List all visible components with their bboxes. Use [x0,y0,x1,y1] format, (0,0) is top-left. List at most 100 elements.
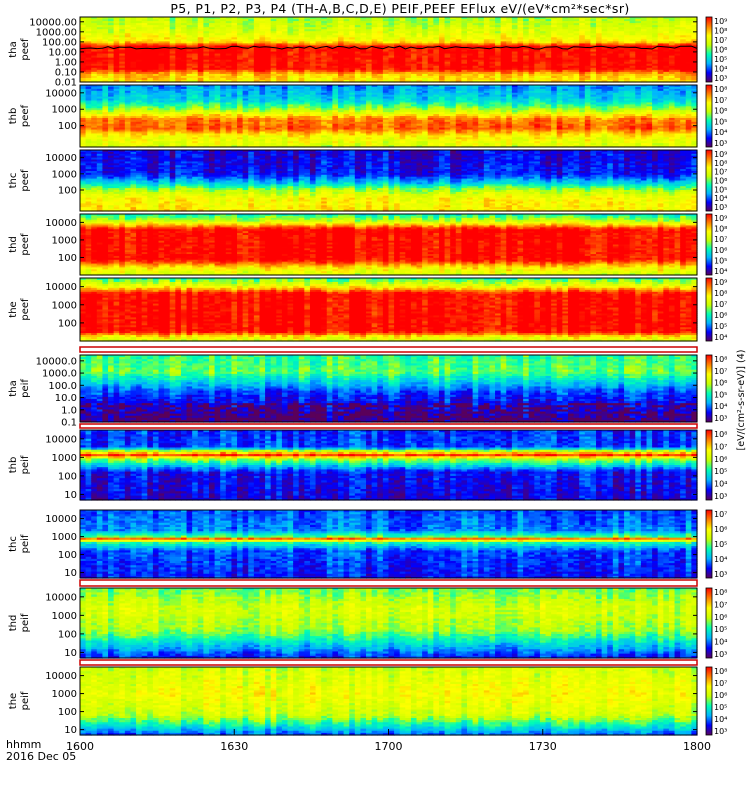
y-tick-label: 1000 [52,453,77,464]
colorbar-tick-label: 10³ [714,414,727,423]
colorbar-tick-label: 10⁴ [714,402,727,411]
colorbar-tick-label: 10³ [714,139,727,148]
spectrogram-panel-1: 10000.001000.00100.0010.001.000.100.01th… [8,17,727,89]
y-tick-label: 10000 [45,514,77,525]
colorbar-tick-label: 10⁶ [714,107,727,116]
colorbar-tick-label: 10⁴ [714,333,727,342]
colorbar-tick-label: 10⁸ [714,159,727,168]
probe-label: the [8,693,19,709]
y-tick-label: 100 [58,471,77,482]
colorbar-tick-label: 10³ [714,492,727,501]
colorbar-tick-label: 10⁷ [714,367,727,376]
y-tick-label: 10 [64,568,77,579]
y-tick-label: 0.1 [61,418,77,429]
product-label: peif [20,455,31,474]
y-tick-label: 1000 [52,611,77,622]
y-tick-label: 100 [58,707,77,718]
y-tick-label: 100 [58,318,77,329]
colorbar-tick-label: 10⁶ [714,455,727,464]
colorbar-tick-label: 10⁸ [714,27,727,36]
colorbar-tick-label: 10⁷ [714,679,727,688]
y-tick-label: 10.0 [55,393,77,404]
colorbar-tick-label: 10⁸ [714,85,727,94]
colorbar-tick-label: 10⁶ [714,525,727,534]
colorbar-tick-label: 10⁹ [714,278,727,287]
colorbar-tick-label: 10⁹ [714,17,727,26]
colorbar-tick-label: 10⁶ [714,613,727,622]
product-label: peif [20,534,31,553]
colorbar-tick-label: 10⁴ [714,128,727,137]
colorbar-tick-label: 10⁵ [714,55,727,64]
colorbar-tick-label: 10⁴ [714,555,727,564]
y-tick-label: 1.0 [61,405,77,416]
colorbar [706,667,712,735]
colorbar-tick-label: 10³ [714,727,727,736]
y-tick-label: 10000.0 [36,356,77,367]
y-tick-label: 1000 [52,169,77,180]
colorbar-tick-label: 10⁴ [714,65,727,74]
product-label: peef [20,104,31,127]
colorbar-tick-label: 10³ [714,570,727,579]
y-tick-label: 100 [58,629,77,640]
colorbar-tick-label: 10³ [714,74,727,83]
y-tick-label: 100 [58,253,77,264]
colorbar [706,588,712,658]
colorbar-tick-label: 10⁷ [714,300,727,309]
product-label: peif [20,691,31,710]
colorbar [706,85,712,147]
y-tick-label: 10000 [45,671,77,682]
colorbar-tick-label: 10⁵ [714,322,727,331]
colorbar [706,510,712,578]
colorbar-tick-label: 10³ [714,650,727,659]
colorbar-tick-label: 10⁶ [714,311,727,320]
colorbar-tick-label: 10⁵ [714,185,727,194]
colorbar [706,355,712,422]
probe-label: thc [8,536,19,552]
y-tick-label: 10000 [45,434,77,445]
colorbar-tick-label: 10⁷ [714,442,727,451]
product-label: peef [20,298,31,321]
y-tick-label: 10 [64,648,77,659]
y-tick-label: 1000 [52,532,77,543]
y-tick-label: 10000 [45,592,77,603]
y-tick-label: 10000 [45,218,77,229]
colorbar-tick-label: 10⁴ [714,715,727,724]
probe-label: thb [8,457,19,474]
probe-label: thd [8,236,19,253]
product-label: peef [20,38,31,61]
colorbar-tick-label: 10⁹ [714,214,727,223]
colorbar-tick-label: 10⁸ [714,225,727,234]
colorbar-tick-label: 10⁵ [714,703,727,712]
y-tick-label: 10 [64,725,77,736]
y-tick-label: 10000 [45,153,77,164]
colorbar-tick-label: 10⁶ [714,177,727,186]
y-tick-label: 1000 [52,300,77,311]
probe-label: the [8,301,19,317]
date-label: 2016 Dec 05 [6,750,76,763]
x-tick-label: 1800 [683,740,711,753]
y-tick-label: 1000 [52,689,77,700]
y-tick-label: 10000 [45,88,77,99]
colorbar-tick-label: 10⁸ [714,588,727,597]
y-tick-label: 100 [58,550,77,561]
colorbar-tick-label: 10⁸ [714,355,727,364]
y-tick-label: 10 [64,490,77,501]
colorbar-tick-label: 10⁷ [714,96,727,105]
colorbar-tick-label: 10⁴ [714,194,727,203]
panel-separator [80,347,697,352]
colorbar-tick-label: 10⁴ [714,638,727,647]
colorbar [706,150,712,211]
probe-label: thb [8,108,19,125]
colorbar-tick-label: 10⁵ [714,625,727,634]
colorbar [706,278,712,341]
panel-separator [80,660,697,665]
colorbar-tick-label: 10⁴ [714,267,727,276]
